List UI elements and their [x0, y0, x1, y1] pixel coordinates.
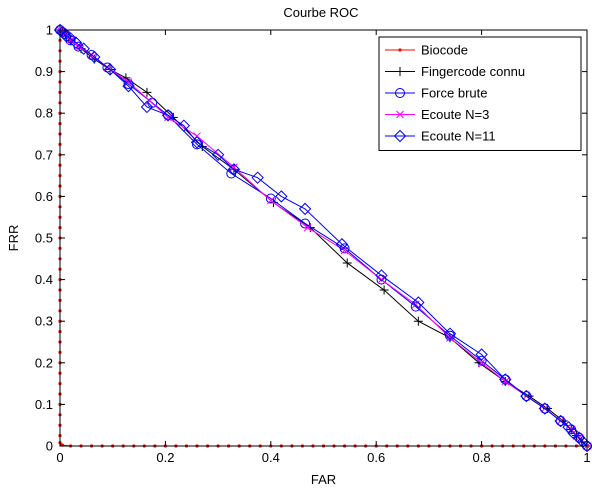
data-point [163, 110, 174, 121]
legend-label: Force brute [421, 86, 487, 101]
data-point [303, 223, 312, 232]
data-point [122, 79, 135, 93]
data-point [164, 113, 172, 122]
x-axis-title: FAR [311, 472, 336, 487]
y-tick-label: 0 [46, 439, 53, 454]
y-tick-label: 0.7 [35, 147, 53, 162]
series-line [59, 29, 588, 447]
legend-marker [398, 48, 402, 52]
legend-marker [395, 67, 405, 76]
legend-marker [396, 110, 404, 119]
legend-entry: Biocode [385, 43, 468, 58]
y-tick-label: 0.3 [35, 314, 53, 329]
x-tick-label: 1 [583, 450, 590, 465]
x-tick-label: 0 [56, 450, 63, 465]
y-tick-label: 0.8 [35, 106, 53, 121]
data-point [211, 148, 225, 162]
y-tick-label: 0.6 [35, 189, 53, 204]
data-point [375, 269, 388, 282]
series-layer [53, 23, 592, 453]
data-point [501, 377, 510, 386]
data-point [413, 316, 423, 326]
data-point [342, 258, 352, 268]
data-point [443, 327, 457, 340]
data-point [275, 190, 288, 203]
legend-entry: Ecoute N=3 [385, 107, 489, 122]
y-tick-label: 0.4 [35, 272, 53, 287]
y-tick-label: 1 [46, 23, 53, 38]
data-point [379, 285, 389, 295]
y-tick-label: 0.2 [35, 355, 53, 370]
legend-entry: Ecoute N=11 [385, 129, 496, 144]
chart-title: Courbe ROC [283, 5, 358, 20]
legend-marker [395, 88, 405, 98]
data-point [567, 427, 581, 440]
legend: Biocode Fingercode connu Force brute Ecoute… [378, 36, 582, 151]
data-point [145, 96, 154, 105]
data-point [520, 389, 533, 403]
y-tick-label: 0.5 [35, 231, 53, 246]
data-point [500, 374, 511, 385]
x-tick-label: 0.6 [367, 450, 385, 465]
data-point [142, 87, 152, 97]
data-point [227, 163, 241, 176]
data-point [192, 139, 203, 150]
y-axis-title: FRR [6, 225, 21, 252]
data-point [66, 36, 75, 45]
x-tick-label: 0.4 [262, 450, 280, 465]
legend-box [378, 36, 582, 151]
data-point [554, 414, 567, 428]
data-point [190, 136, 204, 149]
data-point [161, 109, 175, 122]
data-point [335, 238, 349, 251]
data-point [521, 391, 532, 402]
data-point [65, 35, 76, 46]
x-tick-label: 0.8 [473, 450, 491, 465]
data-point [265, 193, 276, 204]
data-point [538, 402, 552, 415]
data-point [412, 296, 425, 309]
data-point [251, 171, 264, 184]
data-point [193, 132, 201, 140]
data-point [266, 196, 275, 205]
data-point [64, 32, 77, 45]
legend-entry: Fingercode connu [385, 64, 525, 79]
data-point [177, 119, 191, 132]
data-point [444, 330, 455, 341]
y-tick-label: 0.1 [35, 397, 53, 412]
data-point [477, 358, 486, 367]
legend-label: Ecoute N=11 [421, 129, 496, 144]
data-point [74, 42, 83, 51]
data-point [69, 36, 83, 49]
data-point [60, 30, 73, 43]
data-point [77, 42, 90, 55]
y-tick-label: 0.9 [35, 64, 53, 79]
data-point [300, 218, 311, 229]
legend-label: Ecoute N=3 [421, 107, 489, 122]
axis-ticks: 0 0.2 0.4 0.6 0.8 1 0 0.1 0.2 0.3 0.4 0.5 0.6 0.7 0.8 0… [35, 23, 591, 466]
data-point [476, 355, 487, 366]
data-point [230, 163, 238, 172]
legend-label: Fingercode connu [421, 64, 525, 79]
data-point [103, 63, 117, 76]
data-point [140, 100, 154, 114]
legend-marker [393, 129, 407, 143]
data-point [499, 373, 512, 386]
data-point [475, 348, 488, 361]
data-point [123, 79, 134, 90]
data-point [539, 403, 550, 414]
legend-entry: Force brute [385, 86, 487, 101]
data-point [298, 202, 312, 216]
data-point [580, 439, 592, 453]
x-tick-label: 0.2 [156, 450, 174, 465]
data-point [555, 416, 566, 427]
legend-label: Biocode [421, 43, 468, 58]
data-point [88, 50, 101, 64]
